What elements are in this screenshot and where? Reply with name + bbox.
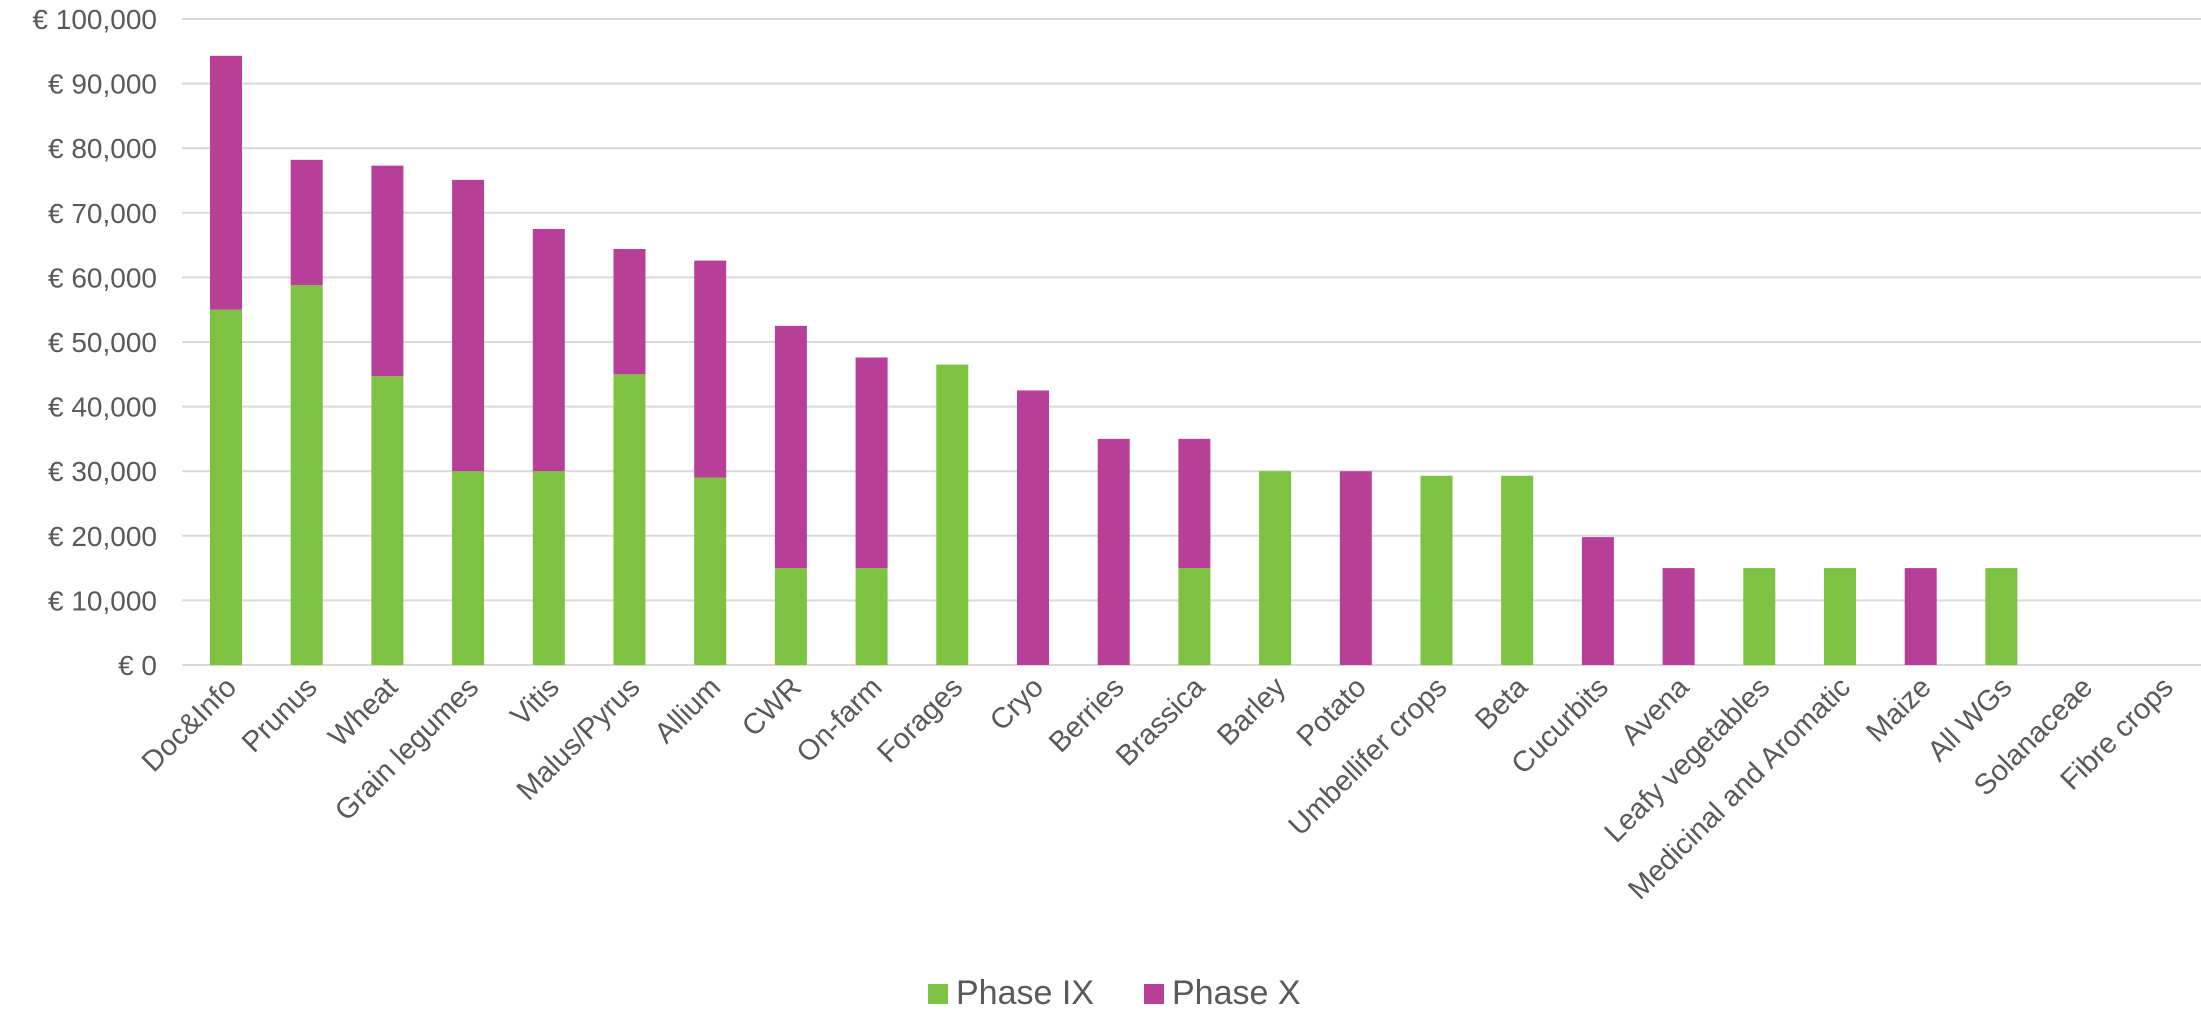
bar-phase-ix-forages [936, 364, 969, 665]
bar-phase-ix-wheat [371, 376, 404, 665]
bar-phase-x-doc-info [210, 55, 242, 310]
bar-phase-ix-all-wgs [1985, 568, 2018, 665]
legend: Phase IX Phase X [928, 974, 1301, 1011]
bar-phase-ix-beta [1501, 475, 1534, 665]
y-tick-label: € 30,000 [48, 456, 157, 487]
x-category-label: Beta [1469, 671, 1534, 736]
legend-swatch-phase-x [1144, 984, 1164, 1004]
bar-phase-x-potato [1339, 471, 1372, 665]
bar-phase-ix-doc-info [210, 309, 242, 665]
y-tick-label: € 80,000 [48, 133, 157, 164]
bar-phase-x-allium [694, 260, 727, 478]
bar-phase-ix-umbellifer-crops [1420, 475, 1453, 665]
y-tick-label: € 100,000 [32, 4, 157, 35]
x-category-label: CWR [736, 671, 808, 743]
bar-phase-ix-vitis [532, 471, 565, 665]
y-tick-label: € 40,000 [48, 392, 157, 423]
bar-phase-ix-allium [694, 477, 727, 665]
bar-phase-ix-malus-pyrus [613, 374, 646, 665]
y-tick-label: € 0 [118, 650, 157, 681]
bar-phase-ix-medicinal-and-aromatic [1824, 568, 1856, 665]
bar-phase-x-on-farm [855, 357, 888, 569]
legend-swatch-phase-ix [928, 984, 948, 1004]
x-category-label: Brassica [1110, 671, 1212, 773]
bar-phase-x-avena [1662, 568, 1695, 665]
x-category-label: Forages [871, 671, 969, 769]
bar-phase-ix-cwr [774, 568, 807, 665]
bar-phase-ix-barley [1259, 471, 1292, 665]
bar-phase-x-prunus [290, 159, 323, 286]
y-tick-label: € 90,000 [48, 69, 157, 100]
legend-label-phase-x: Phase X [1172, 974, 1301, 1011]
gridlines [182, 18, 2201, 666]
bar-phase-x-vitis [532, 228, 565, 472]
bar-phase-x-cucurbits [1581, 537, 1614, 665]
y-tick-label: € 50,000 [48, 327, 157, 358]
y-tick-label: € 70,000 [48, 198, 157, 229]
bars [210, 55, 2018, 665]
x-category-label: Prunus [236, 671, 324, 759]
bar-phase-x-grain-legumes [452, 179, 485, 472]
y-tick-label: € 20,000 [48, 521, 157, 552]
bar-phase-x-berries [1097, 438, 1130, 665]
bar-phase-x-wheat [371, 165, 404, 377]
x-category-label: Cryo [984, 671, 1050, 737]
bar-phase-ix-grain-legumes [452, 471, 485, 665]
x-category-label: Allium [649, 671, 727, 749]
x-category-label: On-farm [791, 671, 889, 769]
bar-phase-ix-leafy-vegetables [1743, 568, 1776, 665]
x-category-label: Grain legumes [329, 671, 485, 827]
bar-phase-x-cwr [774, 325, 807, 569]
x-category-label: Barley [1211, 671, 1292, 752]
x-category-label: Doc&Info [136, 671, 243, 778]
y-axis-tick-labels: € 0 € 10,000 € 20,000 € 30,000 € 40,000 € 50,… [32, 4, 157, 681]
bar-phase-x-cryo [1017, 390, 1049, 665]
y-tick-label: € 10,000 [48, 585, 157, 616]
bar-phase-x-malus-pyrus [613, 248, 646, 375]
x-category-label: Maize [1860, 671, 1937, 748]
x-category-label: Vitis [505, 671, 566, 732]
bar-phase-x-maize [1904, 568, 1937, 665]
y-tick-label: € 60,000 [48, 262, 157, 293]
bar-phase-x-brassica [1178, 438, 1211, 569]
bar-phase-ix-brassica [1178, 568, 1211, 665]
bar-phase-ix-on-farm [855, 568, 888, 665]
legend-label-phase-ix: Phase IX [956, 974, 1094, 1011]
bar-phase-ix-prunus [290, 285, 323, 665]
